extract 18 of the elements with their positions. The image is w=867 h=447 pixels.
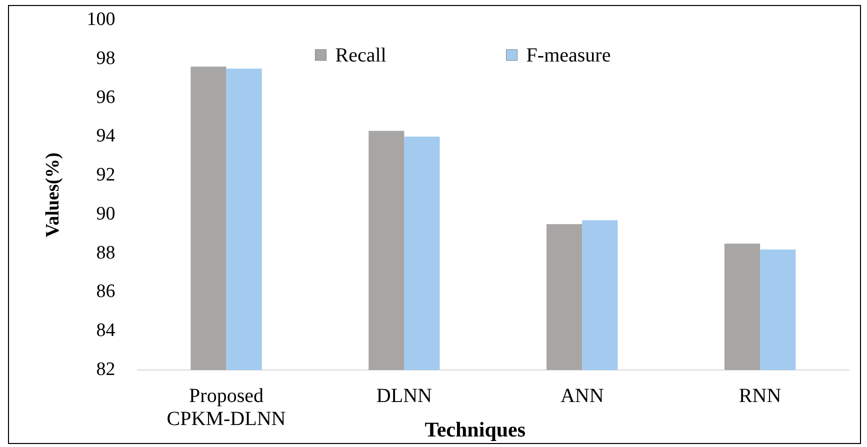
y-tick-label: 94	[96, 126, 116, 147]
y-axis-title: Values(%)	[42, 152, 64, 238]
x-tick-label: ANN	[560, 384, 604, 407]
y-tick-label: 88	[96, 242, 116, 264]
y-tick-label: 96	[96, 86, 116, 108]
y-tick-label: 100	[86, 8, 116, 30]
y-tick-label: 98	[96, 48, 116, 69]
x-axis-title: Techniques	[424, 417, 526, 442]
y-tick-label: 92	[96, 164, 116, 186]
x-tick-label: Proposed CPKM-DLNN	[166, 384, 286, 430]
y-tick-label: 90	[96, 203, 116, 224]
y-tick-label: 82	[96, 358, 116, 380]
legend-label: Recall	[335, 44, 387, 66]
y-tick-label: 84	[96, 320, 116, 342]
x-tick-label: RNN	[738, 384, 782, 407]
legend-label: F-measure	[526, 44, 611, 66]
y-tick-label: 86	[96, 281, 116, 302]
x-tick-label: DLNN	[376, 384, 432, 407]
